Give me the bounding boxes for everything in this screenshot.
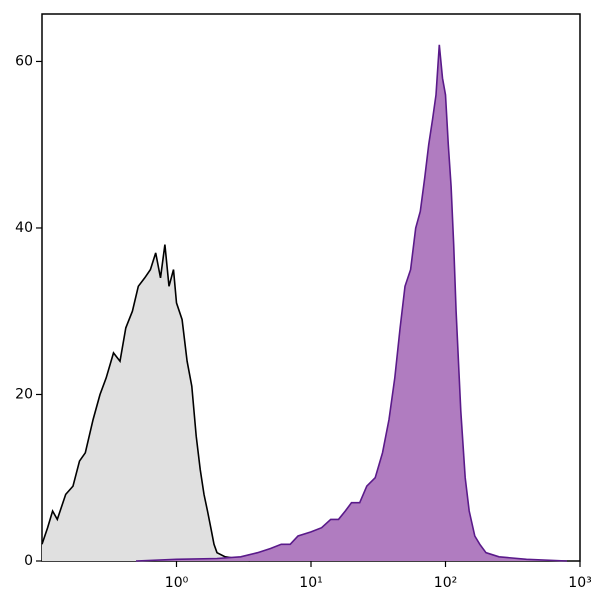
x-tick-label: 10¹ (299, 575, 322, 591)
histogram-area (42, 244, 250, 561)
histogram-line (135, 44, 568, 562)
x-tick-label: 10² (434, 575, 457, 591)
y-tick-label: 20 (15, 386, 33, 402)
y-tick-label: 60 (15, 53, 33, 69)
y-tick-label: 0 (24, 553, 33, 569)
x-tick-label: 10³ (568, 575, 591, 591)
y-tick-label: 40 (15, 220, 33, 236)
histogram-line (41, 244, 250, 562)
histogram-area (136, 44, 567, 562)
x-tick-label: 10⁰ (165, 575, 189, 591)
